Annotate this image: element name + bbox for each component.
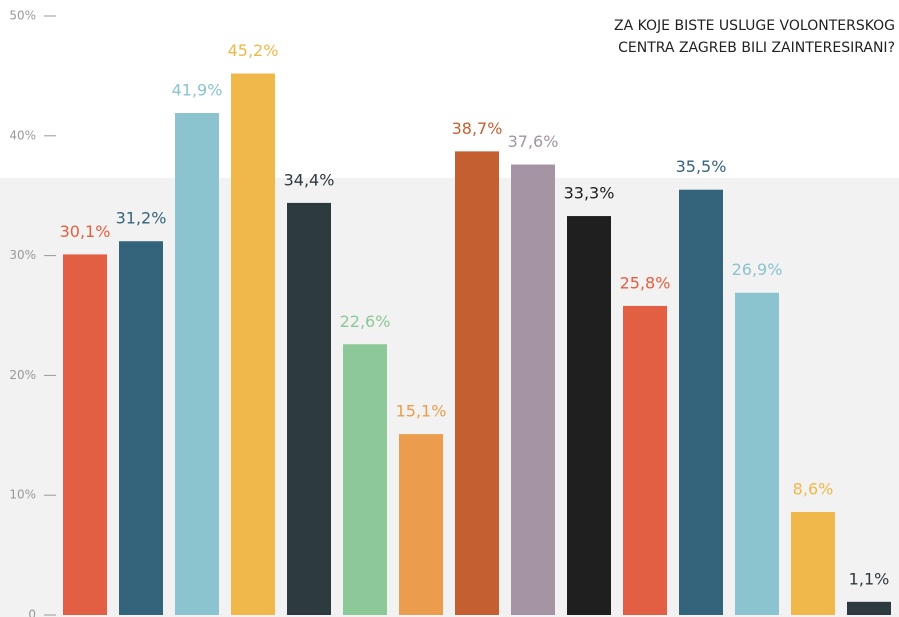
chart-title: ZA KOJE BISTE USLUGE VOLONTERSKOG (614, 18, 895, 34)
value-label: 45,2% (228, 41, 279, 60)
bar (847, 601, 891, 615)
value-label: 37,6% (508, 132, 559, 151)
y-tick-label: 10% (9, 488, 36, 502)
bar (119, 241, 163, 615)
bar (343, 344, 387, 615)
y-tick-label: 40% (9, 128, 36, 142)
value-label: 8,6% (793, 479, 834, 498)
value-label: 31,2% (116, 209, 167, 228)
value-label: 33,3% (564, 184, 615, 203)
bar (567, 216, 611, 616)
bar (63, 254, 107, 616)
value-label: 30,1% (60, 222, 111, 241)
value-label: 22,6% (340, 312, 391, 331)
bar (399, 434, 443, 615)
chart-title: CENTRA ZAGREB BILI ZAINTERESIRANI? (618, 40, 895, 56)
bar (455, 151, 499, 615)
y-tick-label: 30% (9, 248, 36, 262)
bar (623, 305, 667, 615)
bar (791, 511, 835, 615)
y-tick-label: 50% (9, 9, 36, 23)
bar (287, 202, 331, 615)
bar (735, 292, 779, 615)
bar (175, 113, 219, 616)
bar (679, 189, 723, 615)
value-label: 1,1% (849, 569, 890, 588)
value-label: 26,9% (732, 260, 783, 279)
bar (511, 164, 555, 615)
value-label: 34,4% (284, 170, 335, 189)
bar (231, 73, 275, 615)
value-label: 35,5% (676, 157, 727, 176)
y-tick-label: 0 (28, 608, 36, 617)
value-label: 41,9% (172, 81, 223, 100)
y-tick-label: 20% (9, 368, 36, 382)
value-label: 25,8% (620, 273, 671, 292)
value-label: 38,7% (452, 119, 503, 138)
value-label: 15,1% (396, 402, 447, 421)
